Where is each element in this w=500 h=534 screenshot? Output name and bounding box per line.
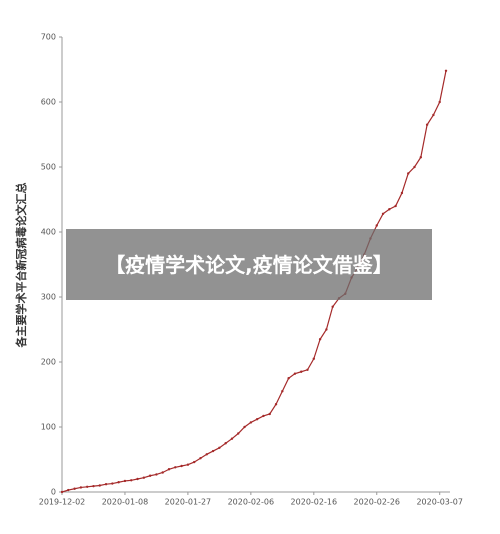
- data-point: [300, 370, 303, 373]
- data-point: [312, 357, 316, 360]
- data-point: [419, 156, 423, 159]
- data-point: [98, 484, 101, 487]
- data-point: [249, 421, 253, 424]
- x-tick-label: 2020-01-27: [165, 498, 212, 507]
- data-point: [237, 432, 240, 435]
- data-point: [331, 305, 334, 308]
- data-point: [400, 191, 404, 195]
- data-point: [73, 487, 76, 490]
- data-point: [268, 412, 271, 416]
- data-point: [274, 403, 278, 406]
- data-point: [180, 464, 183, 468]
- data-point: [161, 471, 164, 474]
- overlay-banner: 【疫情学术论文,疫情论文借鉴】: [66, 229, 432, 300]
- y-tick-label: 500: [41, 163, 56, 172]
- data-point: [218, 446, 221, 449]
- data-point: [293, 372, 297, 375]
- x-tick-label: 2020-01-08: [102, 498, 149, 507]
- y-tick-label: 700: [41, 33, 56, 42]
- data-point: [67, 488, 70, 492]
- data-point: [381, 212, 385, 215]
- x-tick-label: 2020-03-07: [416, 498, 463, 507]
- data-point: [413, 165, 416, 169]
- y-tick-label: 0: [51, 488, 56, 497]
- data-point: [205, 453, 208, 456]
- data-point: [306, 368, 309, 371]
- data-point: [117, 481, 120, 484]
- data-point: [85, 485, 89, 488]
- data-point: [174, 466, 177, 469]
- y-tick-label: 400: [41, 228, 56, 237]
- data-point: [123, 479, 127, 483]
- data-point: [394, 204, 397, 208]
- data-point: [230, 437, 234, 440]
- data-point: [199, 457, 202, 460]
- data-point: [167, 468, 171, 471]
- x-tick-label: 2020-02-06: [228, 498, 275, 507]
- x-tick-label: 2019-12-02: [39, 498, 86, 507]
- data-point: [318, 338, 322, 341]
- data-point: [192, 460, 196, 464]
- x-tick-label: 2020-02-26: [354, 498, 401, 507]
- data-point: [255, 418, 259, 421]
- data-point: [444, 69, 448, 73]
- data-point: [287, 377, 290, 380]
- data-point: [79, 486, 83, 489]
- data-point: [148, 474, 152, 477]
- data-point: [60, 490, 64, 494]
- data-point: [224, 442, 227, 445]
- data-point: [130, 479, 133, 482]
- data-point: [136, 477, 139, 481]
- data-point: [142, 476, 146, 479]
- data-point: [281, 390, 284, 393]
- y-tick-label: 300: [41, 293, 56, 302]
- data-point: [104, 483, 108, 486]
- data-point: [92, 484, 95, 488]
- data-point: [211, 449, 215, 453]
- data-point: [388, 208, 391, 211]
- y-tick-label: 200: [41, 358, 56, 367]
- data-point: [325, 328, 328, 331]
- data-point: [438, 100, 441, 104]
- data-point: [111, 482, 114, 485]
- y-tick-label: 600: [41, 98, 56, 107]
- data-point: [375, 224, 378, 227]
- data-point: [425, 123, 429, 126]
- y-axis-label: 各主要学术平台新冠病毒论文汇总: [14, 183, 28, 349]
- x-tick-label: 2020-02-16: [291, 498, 338, 507]
- data-point: [155, 473, 158, 476]
- data-point: [186, 463, 190, 466]
- data-point: [243, 425, 246, 429]
- data-point: [432, 113, 435, 117]
- data-point: [262, 414, 265, 418]
- y-tick-label: 100: [41, 423, 56, 432]
- data-point: [407, 172, 410, 175]
